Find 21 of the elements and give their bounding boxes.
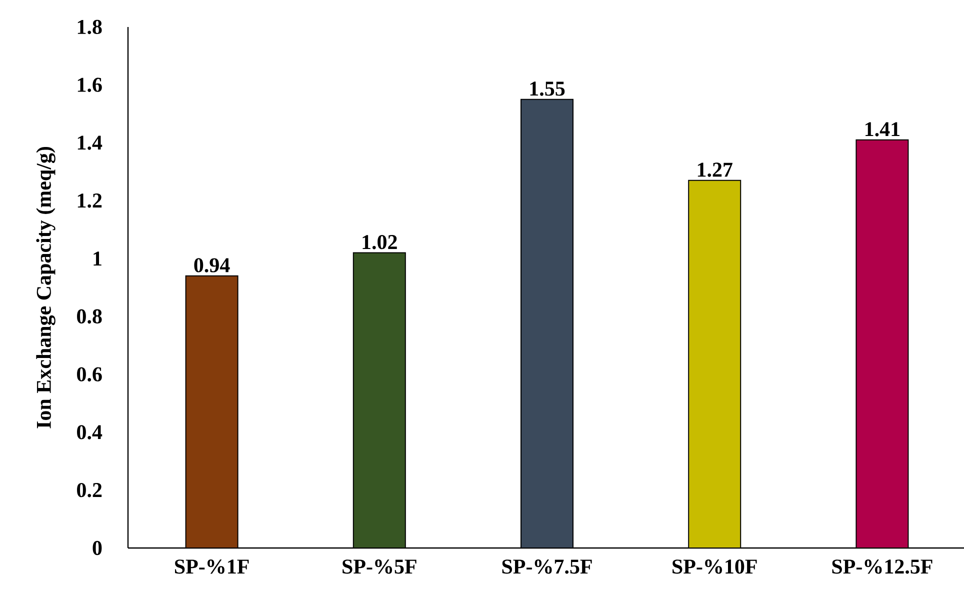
y-tick-label: 0: [92, 540, 102, 556]
x-tick-label: SP-%5F: [342, 560, 416, 574]
y-tick-label: 1.6: [78, 78, 102, 92]
y-tick-label: 1.8: [78, 20, 102, 34]
data-label: 1.41: [866, 122, 900, 136]
x-tick-label: SP-%12.5F: [832, 560, 932, 574]
y-tick-label: 0.4: [77, 425, 102, 440]
x-tick-label: SP-%7.5F: [502, 560, 592, 574]
y-tick-label: 0.8: [77, 309, 102, 324]
x-tick-label: SP-%1F: [175, 560, 249, 574]
data-label: 0.94: [194, 258, 230, 272]
data-label: 1.55: [530, 82, 565, 96]
data-label: 1.02: [362, 234, 397, 250]
y-tick-label: 1.2: [78, 194, 102, 208]
y-tick-label: 0.2: [77, 482, 102, 498]
data-label: 1.27: [698, 162, 732, 177]
y-tick-label: 0.6: [77, 367, 102, 382]
y-tick-label: 1.4: [78, 136, 102, 150]
x-tick-label: SP-%10F: [672, 560, 757, 574]
y-axis-title: Ion Exchange Capacity (meq/g): [36, 146, 56, 428]
y-tick-label: 1: [94, 252, 102, 266]
